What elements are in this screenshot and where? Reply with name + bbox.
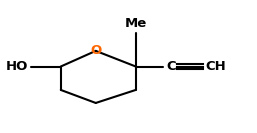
Text: CH: CH bbox=[205, 60, 226, 73]
Text: C: C bbox=[166, 60, 176, 73]
Text: Me: Me bbox=[125, 17, 147, 30]
Text: O: O bbox=[90, 44, 101, 57]
Text: HO: HO bbox=[6, 60, 28, 73]
